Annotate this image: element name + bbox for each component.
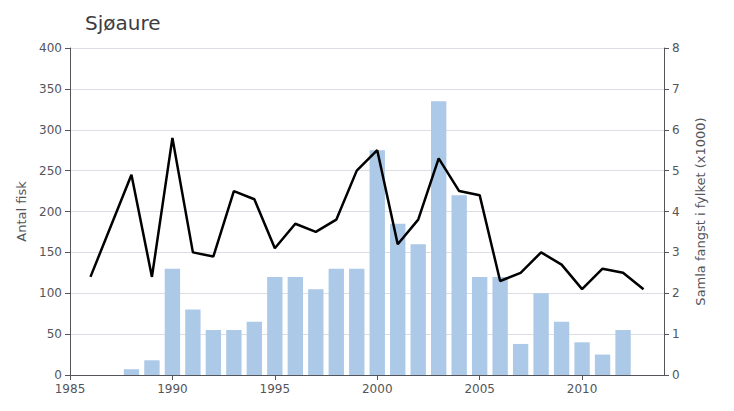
svg-text:1985: 1985 bbox=[55, 382, 86, 396]
svg-text:Antal fisk: Antal fisk bbox=[14, 181, 29, 242]
svg-text:2010: 2010 bbox=[567, 382, 598, 396]
svg-text:Samla fangst i fylket (x1000): Samla fangst i fylket (x1000) bbox=[693, 117, 708, 305]
svg-text:300: 300 bbox=[39, 123, 62, 137]
svg-text:0: 0 bbox=[54, 368, 62, 382]
svg-text:2: 2 bbox=[672, 286, 680, 300]
svg-text:2000: 2000 bbox=[362, 382, 393, 396]
svg-text:7: 7 bbox=[672, 82, 680, 96]
svg-text:5: 5 bbox=[672, 164, 680, 178]
svg-text:1990: 1990 bbox=[157, 382, 188, 396]
svg-text:50: 50 bbox=[47, 327, 62, 341]
svg-text:400: 400 bbox=[39, 41, 62, 55]
svg-text:3: 3 bbox=[672, 245, 680, 259]
svg-text:200: 200 bbox=[39, 205, 62, 219]
svg-text:0: 0 bbox=[672, 368, 680, 382]
svg-text:100: 100 bbox=[39, 286, 62, 300]
svg-text:1995: 1995 bbox=[260, 382, 291, 396]
svg-text:6: 6 bbox=[672, 123, 680, 137]
svg-text:250: 250 bbox=[39, 164, 62, 178]
svg-text:350: 350 bbox=[39, 82, 62, 96]
svg-text:2005: 2005 bbox=[464, 382, 495, 396]
svg-text:8: 8 bbox=[672, 41, 680, 55]
svg-text:Sjøaure: Sjøaure bbox=[85, 11, 161, 35]
svg-text:150: 150 bbox=[39, 245, 62, 259]
svg-text:4: 4 bbox=[672, 205, 680, 219]
svg-text:1: 1 bbox=[672, 327, 680, 341]
